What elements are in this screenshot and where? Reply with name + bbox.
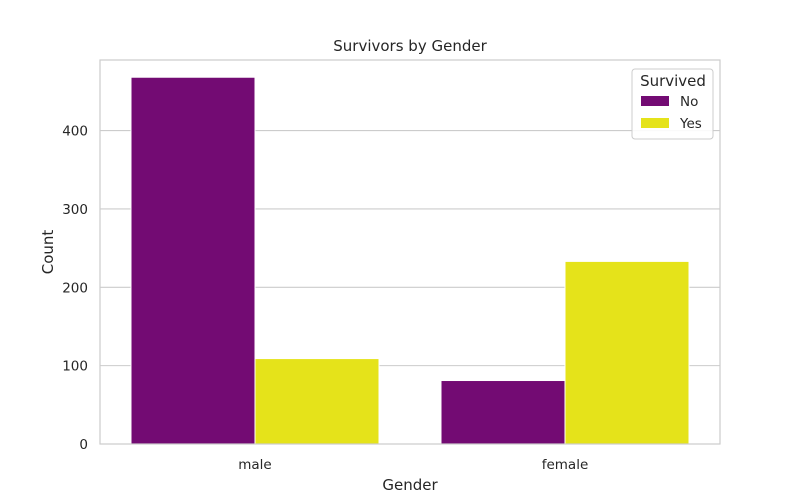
chart-title: Survivors by Gender <box>333 37 487 55</box>
y-tick-label: 300 <box>62 202 88 218</box>
y-tick-label: 100 <box>62 359 88 375</box>
y-axis-label: Count <box>39 230 57 275</box>
bar-female-yes <box>564 260 690 445</box>
legend: Survived No Yes <box>631 68 714 140</box>
legend-swatch-no <box>641 96 669 106</box>
y-tick-label: 0 <box>79 437 88 453</box>
y-tick-label: 200 <box>62 280 88 296</box>
legend-label-yes: Yes <box>679 116 702 132</box>
legend-label-no: No <box>680 94 698 110</box>
y-tick-label: 400 <box>62 124 88 140</box>
plot-frame <box>99 59 721 445</box>
legend-swatch-yes <box>641 118 669 128</box>
bar-male-no <box>130 76 256 445</box>
legend-title: Survived <box>640 72 706 90</box>
bars <box>130 76 690 445</box>
x-tick-label-female: female <box>542 457 589 473</box>
y-axis-ticks: 0 100 200 300 400 <box>62 124 88 453</box>
x-tick-label-male: male <box>238 457 271 473</box>
bar-female-no <box>440 380 566 445</box>
bar-male-yes <box>254 358 380 445</box>
x-axis-label: Gender <box>382 476 438 494</box>
x-axis-ticks: male female <box>238 457 588 473</box>
